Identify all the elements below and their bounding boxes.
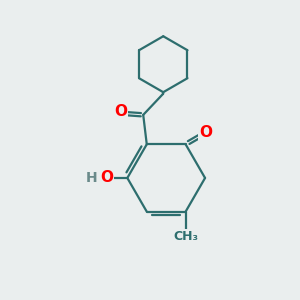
Text: H: H — [85, 171, 97, 185]
Text: O: O — [114, 104, 127, 119]
Text: O: O — [199, 125, 212, 140]
Text: O: O — [100, 170, 113, 185]
Text: CH₃: CH₃ — [173, 230, 198, 243]
